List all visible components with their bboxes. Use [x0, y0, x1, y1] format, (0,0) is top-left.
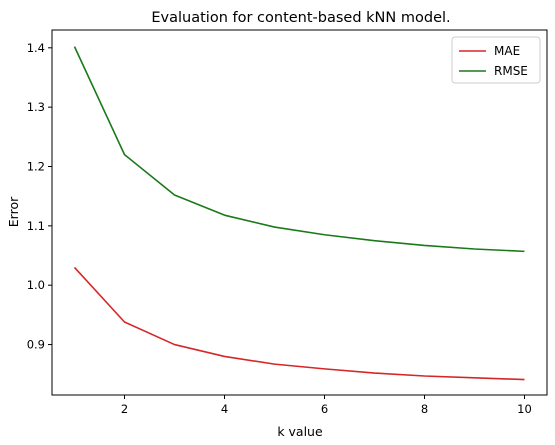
y-axis-label: Error — [6, 196, 21, 227]
x-tick-label: 4 — [221, 402, 228, 416]
x-tick-label: 6 — [321, 402, 328, 416]
plot-lines — [73, 46, 525, 381]
y-tick-label: 1.0 — [27, 278, 45, 292]
legend: MAE RMSE — [451, 36, 541, 84]
x-tick-label: 10 — [517, 402, 532, 416]
y-tick-label: 0.9 — [27, 338, 45, 352]
y-tick-label: 1.3 — [27, 100, 45, 114]
x-axis: 2 4 6 8 10 — [121, 395, 532, 416]
plot-frame — [51, 29, 548, 396]
x-tick-label: 8 — [421, 402, 428, 416]
legend-label-mae: MAE — [494, 44, 520, 58]
y-tick-label: 1.2 — [27, 160, 45, 174]
chart-title: Evaluation for content-based kNN model. — [151, 10, 450, 26]
legend-label-rmse: RMSE — [494, 64, 528, 78]
y-tick-label: 1.4 — [27, 41, 45, 55]
x-axis-label: k value — [277, 424, 323, 439]
series-line-rmse — [73, 46, 525, 253]
series-line-mae — [73, 266, 525, 381]
x-tick-label: 2 — [121, 402, 128, 416]
y-tick-label: 1.1 — [27, 219, 45, 233]
y-axis: 0.9 1.0 1.1 1.2 1.3 1.4 — [27, 41, 52, 352]
